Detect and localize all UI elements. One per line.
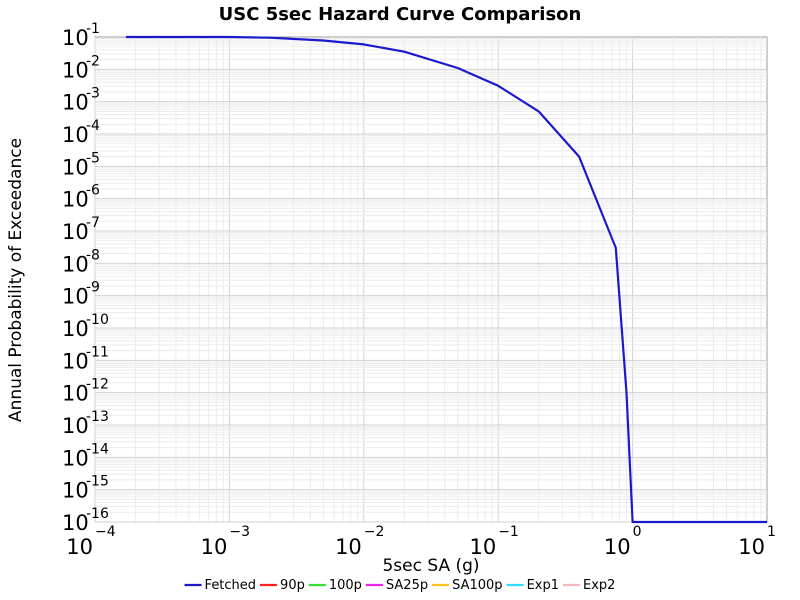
x-tick-exponent: −2 xyxy=(364,524,385,540)
y-tick-base: 10 xyxy=(62,155,89,179)
y-tick-exponent: -8 xyxy=(86,247,100,263)
x-tick-exponent: −3 xyxy=(229,524,250,540)
y-tick-base: 10 xyxy=(62,252,89,276)
y-tick-base: 10 xyxy=(62,479,89,503)
x-tick-exponent: 0 xyxy=(633,524,642,540)
y-tick-base: 10 xyxy=(62,511,89,535)
series-layer xyxy=(126,35,767,524)
legend-item: 100p xyxy=(308,578,362,593)
chart-title: USC 5sec Hazard Curve Comparison xyxy=(219,4,582,25)
y-tick-label: 10-10 xyxy=(62,312,109,341)
grid xyxy=(94,37,767,523)
y-tick-label: 10-6 xyxy=(62,183,100,212)
y-tick-exponent: -7 xyxy=(86,215,100,231)
legend-item: 90p xyxy=(260,578,305,593)
legend-label: Exp2 xyxy=(583,578,615,593)
y-tick-base: 10 xyxy=(62,220,89,244)
y-tick-label: 10-2 xyxy=(62,53,100,82)
y-tick-label: 10-11 xyxy=(62,344,109,373)
y-tick-exponent: -3 xyxy=(86,86,100,102)
plot-area xyxy=(94,36,768,523)
legend-label: SA100p xyxy=(452,578,502,593)
x-tick-label: 10−3 xyxy=(201,524,250,559)
y-tick-exponent: -14 xyxy=(86,441,109,457)
legend-item: SA100p xyxy=(432,578,503,593)
y-tick-exponent: -1 xyxy=(86,21,100,37)
legend-label: Exp1 xyxy=(527,578,559,593)
series-line-fetched xyxy=(126,35,767,524)
y-tick-base: 10 xyxy=(62,58,89,82)
x-tick-base: 10 xyxy=(201,535,228,559)
legend-item: SA25p xyxy=(365,578,428,593)
y-tick-label: 10-8 xyxy=(62,247,100,276)
y-tick-label: 10-1 xyxy=(62,21,100,50)
y-tick-base: 10 xyxy=(62,188,89,212)
x-tick-base: 10 xyxy=(604,535,631,559)
y-tick-label: 10-13 xyxy=(62,409,109,438)
y-tick-label: 10-5 xyxy=(62,150,100,179)
y-tick-base: 10 xyxy=(62,123,89,147)
x-tick-exponent: 1 xyxy=(767,524,776,540)
y-tick-exponent: -4 xyxy=(86,118,100,134)
y-tick-label: 10-15 xyxy=(62,474,109,503)
x-axis-label: 5sec SA (g) xyxy=(382,556,479,576)
y-tick-exponent: -2 xyxy=(86,53,100,69)
y-tick-base: 10 xyxy=(62,285,89,309)
x-tick-label: 10−1 xyxy=(469,524,518,559)
y-tick-exponent: -16 xyxy=(86,506,109,522)
y-axis-label: Annual Probability of Exceedance xyxy=(6,138,26,422)
legend-item: Fetched xyxy=(184,578,257,593)
y-tick-label: 10-14 xyxy=(62,441,109,470)
y-tick-base: 10 xyxy=(62,414,89,438)
legend-item: Exp2 xyxy=(563,578,615,593)
legend-item: Exp1 xyxy=(506,578,559,593)
y-tick-exponent: -11 xyxy=(86,344,109,360)
x-tick-base: 10 xyxy=(469,535,496,559)
y-tick-exponent: -5 xyxy=(86,150,100,166)
y-tick-exponent: -6 xyxy=(86,183,100,199)
y-tick-exponent: -9 xyxy=(86,280,100,296)
y-tick-base: 10 xyxy=(62,349,89,373)
x-tick-label: 100 xyxy=(604,524,642,559)
y-tick-base: 10 xyxy=(62,317,89,341)
legend: Fetched 90p 100p SA25p SA100p Exp1 Exp2 xyxy=(184,578,615,593)
legend-label: 100p xyxy=(329,578,362,593)
y-tick-exponent: -10 xyxy=(86,312,109,328)
x-tick-base: 10 xyxy=(335,535,362,559)
x-tick-exponent: −4 xyxy=(95,524,116,540)
x-tick-label: 10−2 xyxy=(335,524,384,559)
y-tick-label: 10-7 xyxy=(62,215,100,244)
x-tick-exponent: −1 xyxy=(498,524,519,540)
y-tick-label: 10-3 xyxy=(62,86,100,115)
y-tick-label: 10-12 xyxy=(62,377,109,406)
x-tick-base: 10 xyxy=(738,535,765,559)
x-tick-base: 10 xyxy=(66,535,93,559)
y-tick-base: 10 xyxy=(62,446,89,470)
y-tick-label: 10-9 xyxy=(62,280,100,309)
y-tick-exponent: -15 xyxy=(86,474,109,490)
x-tick-label: 10−4 xyxy=(66,524,115,559)
legend-label: SA25p xyxy=(386,578,428,593)
legend-label: Fetched xyxy=(205,578,257,593)
y-tick-base: 10 xyxy=(62,26,89,50)
y-tick-label: 10-16 xyxy=(62,506,109,535)
y-tick-exponent: -12 xyxy=(86,377,109,393)
y-tick-label: 10-4 xyxy=(62,118,100,147)
y-tick-labels: 10-110-210-310-410-510-610-710-810-910-1… xyxy=(62,21,109,535)
x-tick-label: 101 xyxy=(738,524,776,559)
y-tick-base: 10 xyxy=(62,382,89,406)
y-tick-exponent: -13 xyxy=(86,409,109,425)
legend-label: 90p xyxy=(280,578,305,593)
y-tick-base: 10 xyxy=(62,91,89,115)
